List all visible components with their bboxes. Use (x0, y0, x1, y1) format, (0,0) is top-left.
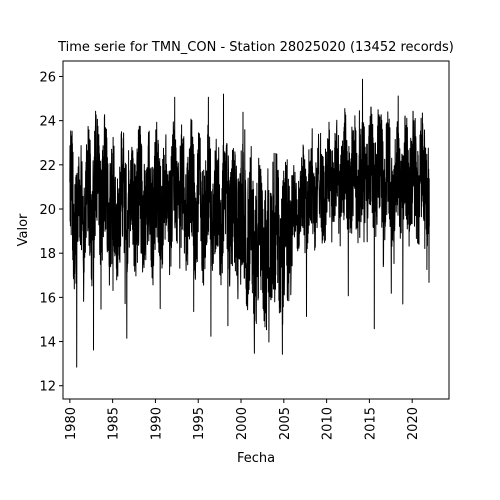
series-line (69, 78, 430, 368)
y-tick-label: 26 (39, 70, 56, 85)
x-tick-label: 1980 (64, 407, 79, 440)
y-tick-label: 14 (39, 336, 56, 351)
y-tick-label: 12 (39, 380, 56, 395)
x-tick-label: 1995 (192, 407, 207, 440)
y-axis: 12 14 16 18 20 22 24 26 (39, 70, 63, 395)
y-tick-label: 24 (39, 115, 56, 130)
x-tick-label: 2015 (363, 407, 378, 440)
chart-title: Time serie for TMN_CON - Station 2802502… (57, 40, 454, 55)
x-axis: 1980 1985 1990 1995 2000 2005 2010 2015 2020 (64, 399, 421, 440)
plot-area (69, 78, 430, 368)
x-tick-label: 2000 (235, 407, 250, 440)
x-tick-label: 1990 (149, 407, 164, 440)
y-tick-label: 22 (39, 159, 56, 174)
y-tick-label: 18 (39, 247, 56, 262)
y-tick-label: 16 (39, 291, 56, 306)
x-tick-label: 2010 (321, 407, 336, 440)
axes-frame (62, 60, 450, 400)
x-tick-label: 1985 (107, 407, 122, 440)
y-tick-label: 20 (39, 203, 56, 218)
x-axis-label: Fecha (237, 451, 275, 466)
y-axis-label: Valor (16, 213, 31, 246)
x-tick-label: 2020 (406, 407, 421, 440)
x-tick-label: 2005 (278, 407, 293, 440)
